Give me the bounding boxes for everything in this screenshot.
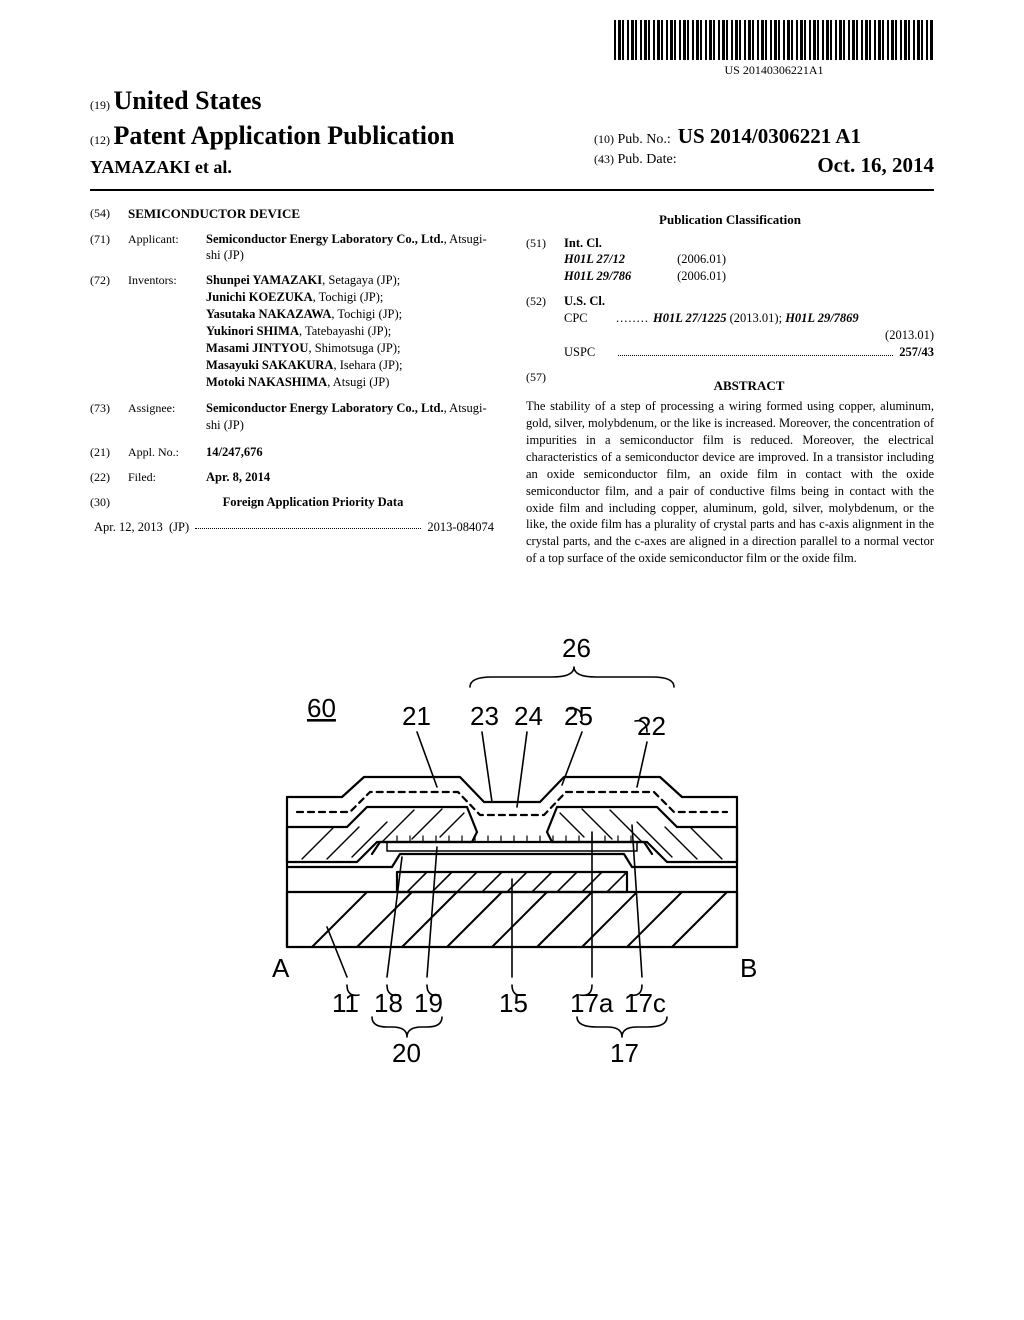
abstract-heading-row: (57) ABSTRACT [526, 369, 934, 399]
abstract-code: (57) [526, 369, 564, 399]
cpc-value-2: (2013.01) [564, 327, 934, 344]
applno-value: 14/247,676 [206, 444, 498, 461]
header-right: (10) Pub. No.: US 2014/0306221 A1 (43) P… [594, 122, 934, 179]
applicant-code: (71) [90, 231, 128, 265]
header: (19) United States (12) Patent Applicati… [90, 83, 934, 179]
intcl-item-1: H01L 29/786 (2006.01) [564, 268, 934, 285]
fig-label-60: 60 [307, 693, 336, 723]
classification-heading: Publication Classification [526, 211, 934, 229]
inventors-label: Inventors: [128, 272, 206, 390]
assignee-label: Assignee: [128, 400, 206, 434]
barcode-text: US 20140306221A1 [614, 62, 934, 78]
cpc-dots: ........ [616, 310, 649, 327]
filed-code: (22) [90, 469, 128, 486]
assignee-value: Semiconductor Energy Laboratory Co., Ltd… [206, 400, 498, 434]
fig-label-26: 26 [562, 633, 591, 663]
cpc-value: H01L 27/1225 (2013.01); H01L 29/7869 [653, 310, 859, 327]
foreign-country: (JP) [169, 519, 189, 536]
applno-label: Appl. No.: [128, 444, 206, 461]
fig-label-18: 18 [374, 988, 403, 1018]
filed-label: Filed: [128, 469, 206, 486]
fig-label-B: B [740, 953, 757, 983]
fig-label-15: 15 [499, 988, 528, 1018]
intcl-item-0: H01L 27/12 (2006.01) [564, 251, 934, 268]
pubdate-code: (43) [594, 152, 614, 166]
inventors-list: Shunpei YAMAZAKI, Setagaya (JP); Junichi… [206, 272, 498, 390]
fig-label-23: 23 [470, 701, 499, 731]
patent-figure: 60 26 21 23 24 25 22 A B 11 18 19 15 17a… [192, 607, 832, 1067]
assignee-code: (73) [90, 400, 128, 434]
header-authors: YAMAZAKI et al. [90, 155, 454, 179]
fig-label-A: A [272, 953, 290, 983]
bibliographic-columns: (54) SEMICONDUCTOR DEVICE (71) Applicant… [90, 205, 934, 567]
cpc-label: CPC [564, 310, 612, 327]
barcode: US 20140306221A1 [614, 20, 934, 78]
uspc-label: USPC [564, 344, 612, 361]
pubdate-value: Oct. 16, 2014 [817, 151, 934, 179]
fig-label-17: 17 [610, 1038, 639, 1067]
barcode-region: US 20140306221A1 [90, 20, 934, 79]
fig-label-22: 22 [637, 711, 666, 741]
applicant-label: Applicant: [128, 231, 206, 265]
fig-label-20: 20 [392, 1038, 421, 1067]
fig-label-17a: 17a [570, 988, 614, 1018]
uspc-value: 257/43 [899, 344, 934, 361]
foreign-priority-row: Apr. 12, 2013 (JP) 2013-084074 [90, 519, 498, 536]
applicant-row: (71) Applicant: Semiconductor Energy Lab… [90, 231, 498, 265]
leader-dots [195, 519, 421, 529]
fig-label-11: 11 [332, 988, 359, 1018]
intcl-row: (51) Int. Cl. H01L 27/12 (2006.01) H01L … [526, 235, 934, 286]
inventors-row: (72) Inventors: Shunpei YAMAZAKI, Setaga… [90, 272, 498, 390]
pubno-code: (10) [594, 132, 614, 146]
uscl-row: (52) U.S. Cl. CPC ........ H01L 27/1225 … [526, 293, 934, 361]
inventors-code: (72) [90, 272, 128, 390]
header-country-line: (19) United States [90, 83, 934, 118]
uspc-dots [618, 347, 893, 356]
filed-value: Apr. 8, 2014 [206, 469, 498, 486]
applicant-value: Semiconductor Energy Laboratory Co., Ltd… [206, 231, 498, 265]
fig-label-25: 25 [564, 701, 593, 731]
intcl-label: Int. Cl. [564, 235, 934, 252]
intcl-code: (51) [526, 235, 564, 286]
abstract-heading: ABSTRACT [564, 377, 934, 395]
foreign-heading-row: (30) Foreign Application Priority Data [90, 494, 498, 511]
country-code: (19) [90, 98, 110, 112]
invention-title: SEMICONDUCTOR DEVICE [128, 205, 498, 223]
foreign-code: (30) [90, 494, 128, 511]
abstract-text: The stability of a step of processing a … [526, 398, 934, 567]
right-column: Publication Classification (51) Int. Cl.… [526, 205, 934, 567]
title-code: (54) [90, 205, 128, 223]
barcode-stripes [614, 20, 934, 60]
uscl-label: U.S. Cl. [564, 293, 934, 310]
uspc-row: USPC 257/43 [564, 344, 934, 361]
pubno-label: Pub. No.: [618, 132, 671, 147]
country-name: United States [114, 86, 262, 115]
foreign-num: 2013-084074 [427, 519, 494, 536]
applno-code: (21) [90, 444, 128, 461]
fig-label-21: 21 [402, 701, 431, 731]
cpc-row: CPC ........ H01L 27/1225 (2013.01); H01… [564, 310, 934, 327]
pub-code: (12) [90, 133, 110, 147]
header-divider [90, 189, 934, 191]
pubno-value: US 2014/0306221 A1 [678, 124, 861, 148]
fig-label-19: 19 [414, 988, 443, 1018]
figure-region: 60 26 21 23 24 25 22 A B 11 18 19 15 17a… [90, 607, 934, 1072]
uscl-code: (52) [526, 293, 564, 361]
foreign-heading: Foreign Application Priority Data [128, 494, 498, 511]
left-column: (54) SEMICONDUCTOR DEVICE (71) Applicant… [90, 205, 498, 567]
title-row: (54) SEMICONDUCTOR DEVICE [90, 205, 498, 223]
applno-row: (21) Appl. No.: 14/247,676 [90, 444, 498, 461]
assignee-row: (73) Assignee: Semiconductor Energy Labo… [90, 400, 498, 434]
header-left: (12) Patent Application Publication YAMA… [90, 118, 454, 179]
fig-label-17c: 17c [624, 988, 666, 1018]
foreign-date: Apr. 12, 2013 [94, 519, 163, 536]
pubdate-label: Pub. Date: [618, 152, 677, 167]
fig-label-24: 24 [514, 701, 543, 731]
pub-type: Patent Application Publication [114, 121, 455, 150]
filed-row: (22) Filed: Apr. 8, 2014 [90, 469, 498, 486]
